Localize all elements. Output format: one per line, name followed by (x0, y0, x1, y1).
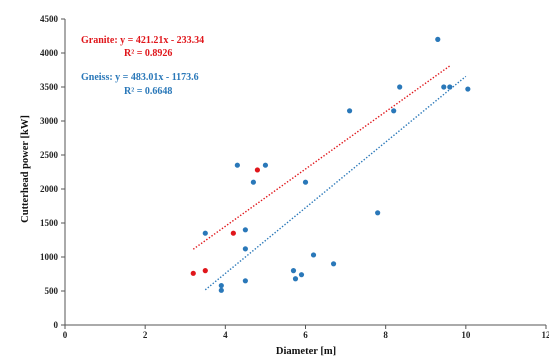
x-tick-label: 2 (143, 330, 148, 340)
y-tick-label: 4500 (40, 14, 59, 24)
gneiss-equation-label: Gneiss: y = 483.01x - 1173.6 (81, 72, 199, 83)
gneiss-data-point (234, 162, 240, 168)
gneiss-data-point (218, 282, 224, 289)
gneiss-data-point (242, 278, 248, 284)
gneiss-data-point (330, 261, 337, 267)
gneiss-data-point (298, 272, 305, 278)
x-tick-label: 10 (461, 330, 471, 340)
gneiss-data-point (397, 84, 403, 90)
data-points (190, 36, 471, 293)
y-tick-label: 1000 (40, 252, 59, 262)
gneiss-data-point (262, 162, 269, 168)
y-tick-label: 3500 (40, 82, 59, 92)
x-tick-label: 4 (223, 330, 228, 340)
granite-trendline (192, 65, 451, 250)
gneiss-r-squared-label: R² = 0.6648 (124, 86, 172, 97)
granite-data-point (254, 167, 260, 173)
granite-data-point (202, 268, 208, 274)
axes (64, 19, 546, 326)
gneiss-data-point (465, 86, 471, 92)
gneiss-data-point (292, 276, 299, 282)
granite-r-squared-label: R² = 0.8926 (124, 48, 172, 59)
x-axis-title: Diameter [m] (276, 346, 336, 357)
gneiss-data-point (346, 108, 353, 114)
y-tick-label: 500 (45, 286, 59, 296)
y-axis-title: Cutterhead power [kW] (20, 115, 31, 223)
gneiss-data-point (290, 268, 297, 274)
gneiss-data-point (242, 246, 248, 252)
tick-marks: 0 2 4 6 8 10 12 0 500 1000 1500 2000 2500 3000 3500 400… (40, 14, 549, 340)
gneiss-data-point (310, 252, 317, 258)
x-tick-label: 12 (542, 330, 549, 340)
granite-data-point (190, 270, 196, 276)
gneiss-data-point (302, 179, 309, 185)
granite-equation-label: Granite: y = 421.21x - 233.34 (81, 35, 204, 46)
y-tick-label: 1500 (40, 218, 59, 228)
gneiss-trendline (204, 75, 467, 291)
x-tick-label: 6 (303, 330, 308, 340)
y-tick-label: 3000 (40, 116, 59, 126)
y-tick-label: 2500 (40, 150, 59, 160)
x-tick-label: 8 (383, 330, 388, 340)
gneiss-data-point (218, 287, 224, 293)
trendlines (192, 65, 467, 291)
gneiss-data-point (250, 179, 256, 185)
gneiss-data-point (435, 36, 441, 43)
gneiss-data-point (242, 227, 248, 233)
gneiss-data-point (375, 210, 381, 216)
y-tick-label: 0 (54, 320, 59, 330)
granite-data-point (230, 230, 236, 236)
gneiss-data-point (202, 230, 208, 236)
y-tick-label: 2000 (40, 184, 59, 194)
gneiss-data-point (441, 84, 447, 90)
gneiss-data-point (391, 108, 397, 114)
x-tick-label: 0 (63, 330, 68, 340)
gneiss-data-point (447, 84, 453, 90)
y-tick-label: 4000 (40, 48, 59, 58)
